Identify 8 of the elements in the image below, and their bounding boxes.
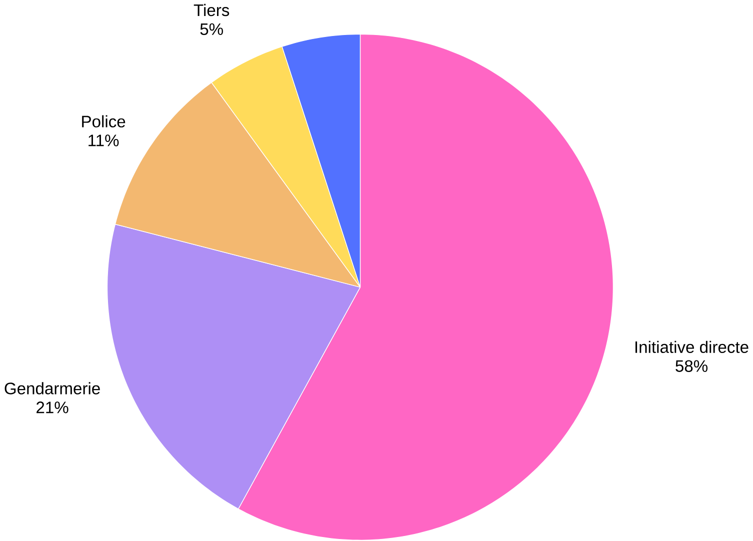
slice-label: Initiative directe bbox=[635, 341, 748, 354]
slice-label: Tiers bbox=[194, 4, 230, 16]
data-label: 5% bbox=[200, 24, 223, 36]
data-label: 11% bbox=[88, 134, 119, 147]
data-label: 58% bbox=[676, 360, 708, 372]
slice-label: Police bbox=[82, 115, 126, 128]
slice-label: Gendarmerie bbox=[4, 382, 100, 395]
data-label: 21% bbox=[36, 402, 68, 414]
